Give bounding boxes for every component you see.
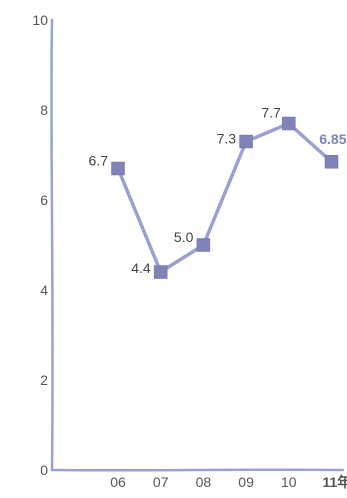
data-label: 6.7 [89, 153, 109, 169]
y-tick-label: 10 [32, 12, 48, 28]
data-point-marker [154, 266, 167, 279]
data-label: 7.3 [217, 131, 237, 147]
y-tick-label: 4 [40, 282, 48, 298]
y-tick-label: 6 [40, 192, 48, 208]
data-point-marker [112, 162, 125, 175]
y-axis-ticks: 0 2 4 6 8 10 [32, 12, 48, 478]
data-label: 7.7 [261, 105, 281, 121]
x-tick-label: 07 [153, 474, 169, 490]
y-tick-label: 8 [40, 102, 48, 118]
x-tick-label: 11年 [323, 474, 347, 490]
data-label: 4.4 [131, 260, 151, 276]
data-point-marker [282, 117, 295, 130]
x-tick-label: 09 [238, 474, 254, 490]
x-tick-label: 08 [196, 474, 212, 490]
x-tick-label: 10 [281, 474, 297, 490]
x-axis-line [52, 470, 343, 471]
data-point-marker [325, 155, 338, 168]
data-point-marker [240, 135, 253, 148]
data-label: 5.0 [174, 229, 194, 245]
data-label: 6.85 [319, 131, 346, 147]
x-tick-label: 06 [110, 474, 126, 490]
y-tick-label: 0 [40, 462, 48, 478]
y-tick-label: 2 [40, 372, 48, 388]
x-axis-ticks: 06 07 08 09 10 11年 [110, 474, 347, 490]
data-point-marker [197, 239, 210, 252]
y-axis-line [51, 20, 52, 470]
